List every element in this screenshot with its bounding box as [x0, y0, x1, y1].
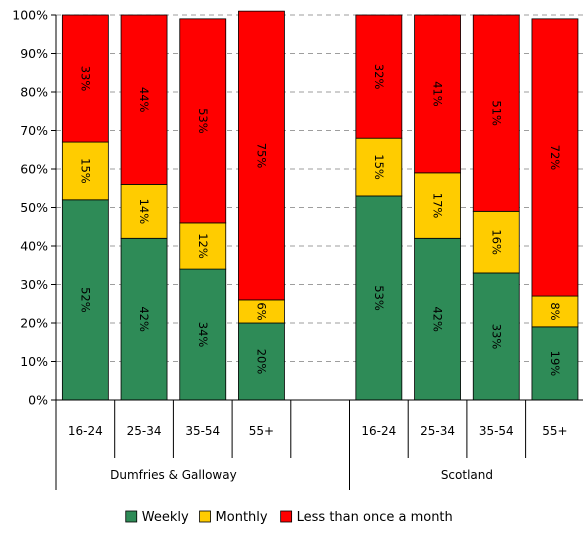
legend-swatch [126, 511, 137, 522]
category-label: 35-54 [185, 424, 220, 438]
category-label: 16-24 [361, 424, 396, 438]
data-label: 15% [372, 154, 386, 180]
legend: Weekly Monthly Less than once a month [126, 510, 453, 525]
y-tick-label: 30% [20, 277, 48, 292]
data-label: 72% [548, 145, 562, 171]
bars: 52% 15% 33% 42% 14% 44% 34% 12% 53% 20% 6% 75% 53% 15… [62, 11, 578, 400]
y-tick-label: 10% [20, 354, 48, 369]
legend-label: Weekly [142, 510, 189, 525]
y-tick-label: 0% [28, 393, 48, 408]
legend-swatch [200, 511, 211, 522]
data-label: 75% [254, 143, 268, 169]
data-label: 15% [78, 158, 92, 184]
group-label: Dumfries & Galloway [110, 468, 237, 482]
category-label: 16-24 [68, 424, 103, 438]
data-label: 14% [137, 199, 151, 225]
y-tick-label: 90% [20, 46, 48, 61]
category-label: 55+ [249, 424, 274, 438]
y-axis: 0% 10% 20% 30% 40% 50% 60% 70% 80% 90% 100% [12, 8, 56, 408]
data-label: 41% [431, 81, 445, 107]
y-tick-label: 50% [20, 200, 48, 215]
category-label: 55+ [542, 424, 567, 438]
data-label: 42% [137, 306, 151, 332]
data-label: 16% [489, 229, 503, 255]
data-label: 32% [372, 64, 386, 90]
data-label: 51% [489, 100, 503, 126]
data-label: 34% [196, 322, 210, 348]
category-label: 35-54 [479, 424, 514, 438]
category-label: 25-34 [127, 424, 162, 438]
legend-swatch [281, 511, 292, 522]
data-label: 53% [372, 285, 386, 311]
data-label: 17% [431, 193, 445, 219]
y-tick-label: 40% [20, 239, 48, 254]
data-label: 44% [137, 87, 151, 113]
y-tick-label: 60% [20, 162, 48, 177]
legend-label: Less than once a month [297, 510, 453, 525]
x-axis: 16-24 25-34 35-54 55+ 16-24 25-34 35-54 55+ Dumf… [56, 400, 583, 490]
y-tick-label: 100% [12, 8, 48, 23]
group-label: Scotland [441, 468, 493, 482]
data-label: 20% [254, 349, 268, 375]
data-label: 33% [78, 66, 92, 92]
data-label: 42% [431, 306, 445, 332]
category-label: 25-34 [420, 424, 455, 438]
y-tick-label: 70% [20, 123, 48, 138]
data-label: 6% [254, 302, 268, 320]
y-tick-label: 20% [20, 316, 48, 331]
legend-label: Monthly [216, 510, 268, 525]
data-label: 52% [78, 287, 92, 313]
data-label: 12% [196, 233, 210, 259]
y-tick-label: 80% [20, 85, 48, 100]
data-label: 8% [548, 302, 562, 320]
data-label: 19% [548, 351, 562, 377]
data-label: 53% [196, 108, 210, 134]
data-label: 33% [489, 324, 503, 350]
